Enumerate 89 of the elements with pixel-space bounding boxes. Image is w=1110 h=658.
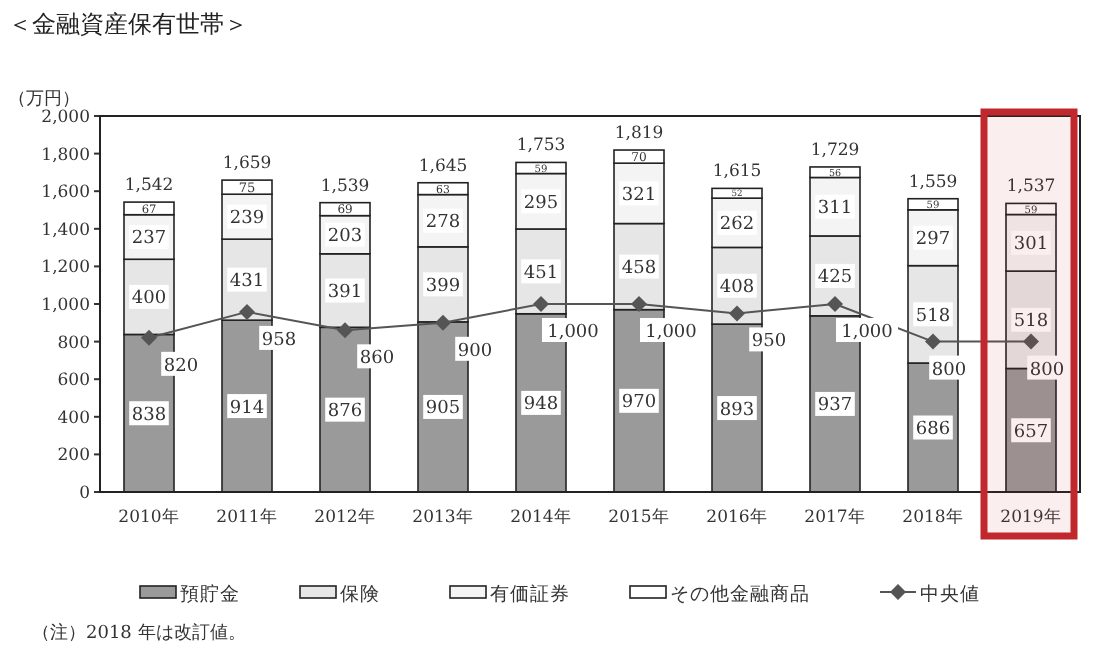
y-tick-label: 0: [79, 484, 90, 504]
total-label: 1,819: [614, 124, 664, 145]
data-label: 860: [359, 349, 395, 370]
x-tick-label: 2015年: [608, 506, 670, 528]
y-axis-title: （万円）: [8, 90, 80, 110]
x-tick-label: 2014年: [510, 506, 572, 528]
x-tick-label: 2016年: [706, 506, 768, 528]
data-label: 278: [425, 213, 461, 234]
data-label: 301: [1013, 235, 1049, 256]
total-label: 1,645: [418, 156, 468, 177]
data-label: 399: [425, 276, 461, 297]
total-label: 1,539: [320, 176, 370, 197]
data-label: 518: [915, 306, 951, 327]
point: [729, 305, 745, 322]
data-label: 1,000: [645, 323, 698, 343]
data-label: 262: [719, 215, 755, 236]
x-tick-label: 2010年: [118, 506, 180, 528]
data-label: 800: [931, 360, 967, 381]
data-label: 295: [523, 193, 559, 214]
legend-label: 預貯金: [180, 582, 240, 606]
chart-title: ＜金融資産保有世帯＞: [8, 10, 248, 38]
data-label: 321: [621, 185, 657, 206]
data-label: 950: [751, 332, 787, 353]
total-label: 1,542: [124, 176, 174, 197]
y-tick-label: 1,600: [41, 183, 90, 204]
data-label: 970: [621, 393, 657, 414]
text: （注）2018 年は改訂値。: [32, 622, 246, 644]
point: [239, 303, 255, 320]
data-label: 1,000: [547, 323, 600, 343]
y-tick-label: 2,000: [41, 108, 90, 128]
data-label: 838: [131, 405, 167, 426]
data-label: 518: [1013, 312, 1049, 333]
total-label: 1,615: [712, 162, 762, 183]
point: [827, 296, 843, 312]
data-label: 431: [229, 272, 265, 293]
x-tick-label: 2018年: [902, 506, 964, 528]
y-tick-label: 1,800: [41, 145, 90, 166]
point: [925, 333, 941, 350]
y-tick-label: 600: [57, 371, 90, 392]
data-label: 820: [163, 356, 199, 377]
data-label: 876: [327, 402, 363, 423]
y-tick-label: 400: [57, 408, 90, 429]
legend-label: 中央値: [920, 582, 980, 606]
data-label: 800: [1029, 360, 1065, 381]
data-label: 311: [817, 199, 853, 220]
data-label: 425: [817, 268, 853, 289]
data-label: 937: [817, 396, 853, 417]
total-label: 1,559: [908, 172, 958, 193]
data-label: 958: [261, 330, 297, 351]
point: [141, 329, 157, 346]
data-label: 239: [229, 209, 265, 230]
x-tick-label: 2013年: [412, 506, 474, 528]
x-tick-label: 2011年: [216, 506, 278, 528]
total-label: 1,729: [810, 140, 860, 161]
data-label: 893: [719, 400, 755, 421]
data-label: 297: [915, 230, 951, 251]
y-tick-label: 1,000: [41, 296, 90, 316]
legend-label: 有価証券: [490, 582, 570, 606]
data-label: 400: [131, 289, 167, 310]
y-tick-label: 1,200: [41, 258, 90, 279]
data-label: 237: [131, 229, 167, 250]
total-label: 1,753: [516, 136, 566, 157]
total-label: 1,537: [1006, 177, 1056, 198]
point: [1023, 333, 1039, 350]
data-label: 948: [523, 395, 559, 416]
point: [337, 322, 353, 339]
point: [435, 314, 451, 331]
legend-label: その他金融商品: [670, 582, 810, 606]
point: [631, 296, 647, 312]
data-label: 914: [229, 398, 265, 419]
data-label: 905: [425, 399, 461, 420]
x-tick-label: 2012年: [314, 506, 376, 528]
data-label: 391: [327, 283, 363, 304]
data-label: 1,000: [841, 323, 894, 343]
data-label: 458: [621, 259, 657, 280]
legend-label: 保険: [340, 584, 380, 606]
data-label: 900: [457, 341, 493, 362]
y-tick-label: 200: [57, 446, 90, 467]
data-label: 203: [327, 227, 363, 248]
data-label: 657: [1013, 422, 1049, 443]
y-tick-label: 1,400: [41, 220, 90, 241]
data-label: 408: [719, 278, 755, 299]
data-label: 686: [915, 420, 951, 440]
total-label: 1,659: [222, 154, 272, 175]
x-tick-label: 2019年: [1000, 506, 1062, 528]
point: [533, 296, 549, 312]
data-label: 451: [523, 263, 559, 284]
y-tick-label: 800: [57, 333, 90, 354]
x-tick-label: 2017年: [804, 506, 866, 528]
